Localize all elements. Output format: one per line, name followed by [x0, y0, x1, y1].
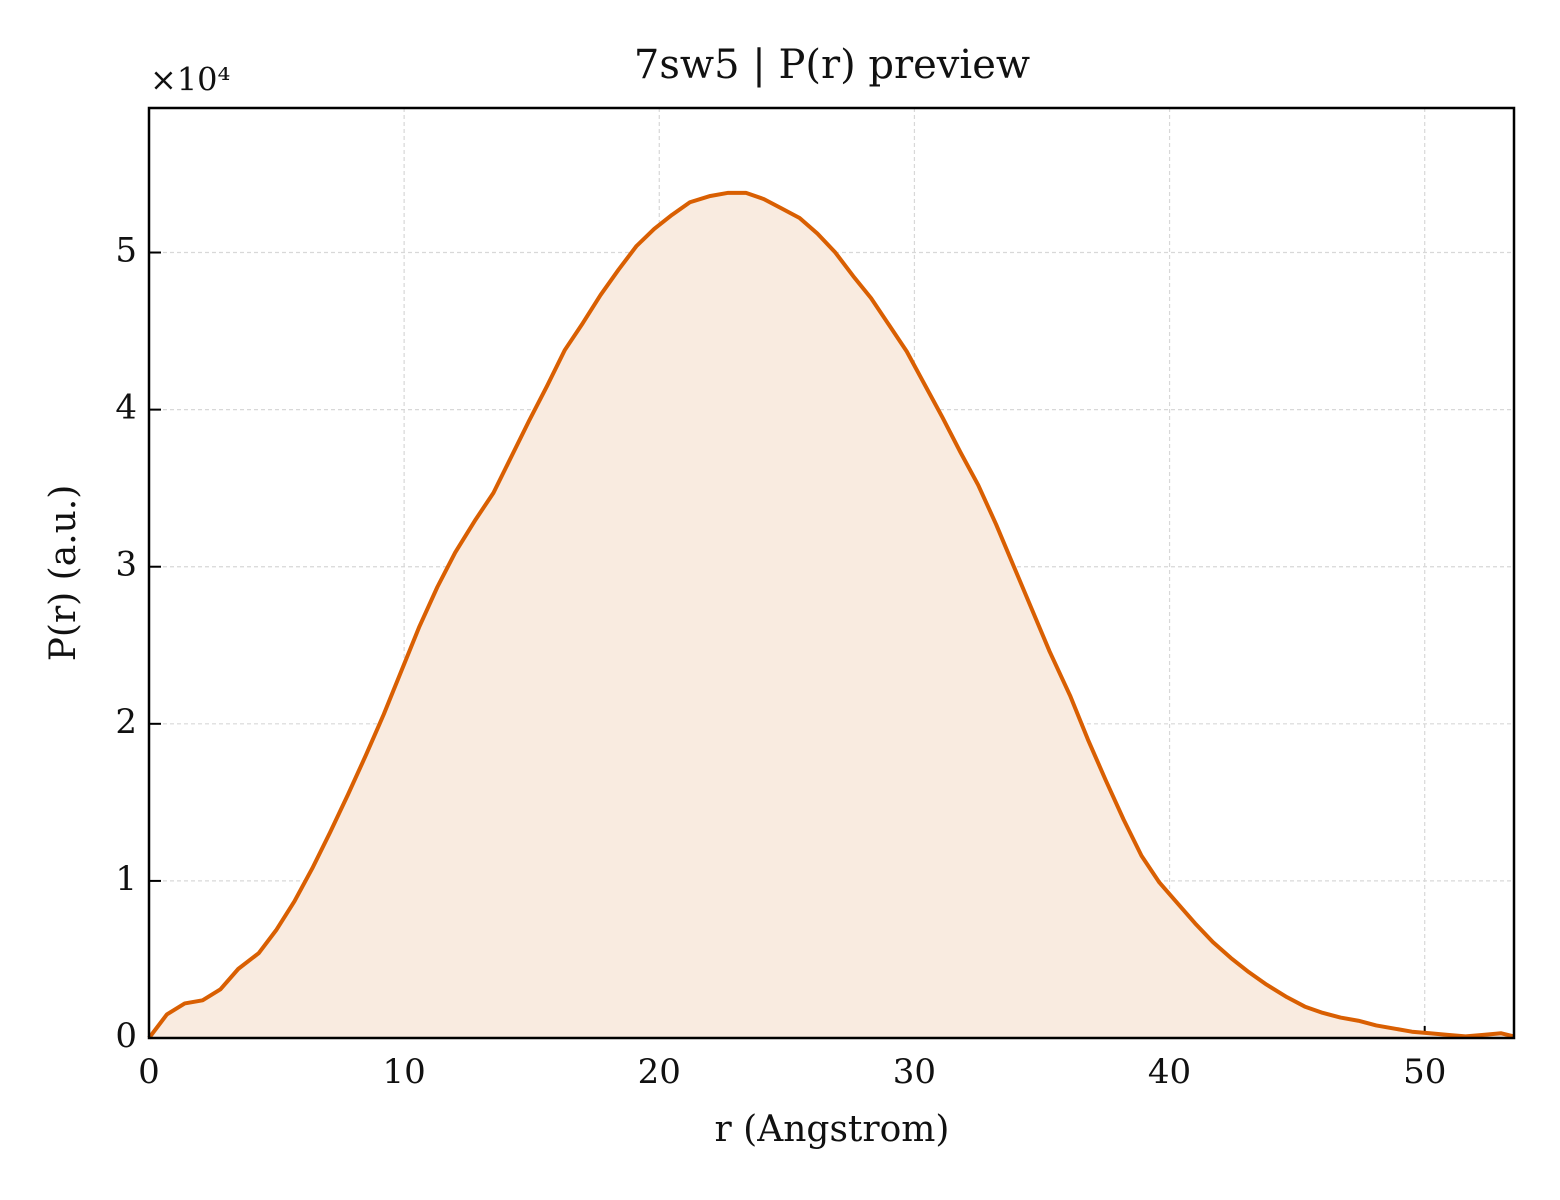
x-axis-label: r (Angstrom) [715, 1109, 950, 1150]
x-tick-label: 0 [138, 1052, 160, 1092]
y-tick-label: 1 [115, 859, 137, 899]
y-tick-label: 2 [115, 702, 137, 742]
plot-frame [147, 106, 1516, 1040]
x-tick-label: 10 [383, 1052, 426, 1092]
y-axis-label: P(r) (a.u.) [43, 485, 84, 662]
x-tick-label: 40 [1148, 1052, 1191, 1092]
y-tick-label: 4 [115, 388, 137, 428]
line [147, 190, 1515, 1040]
y-offset-label: ×10⁴ [150, 61, 230, 99]
y-tick-label: 0 [115, 1016, 137, 1056]
x-tick-label: 30 [893, 1052, 936, 1092]
x-tick-label: 50 [1403, 1052, 1446, 1092]
area-fill [149, 192, 1514, 1039]
chart-title: 7sw5 | P(r) preview [634, 42, 1030, 88]
y-tick-label: 5 [115, 231, 137, 271]
x-tick-label: 20 [638, 1052, 681, 1092]
y-tick-label: 3 [115, 545, 137, 585]
